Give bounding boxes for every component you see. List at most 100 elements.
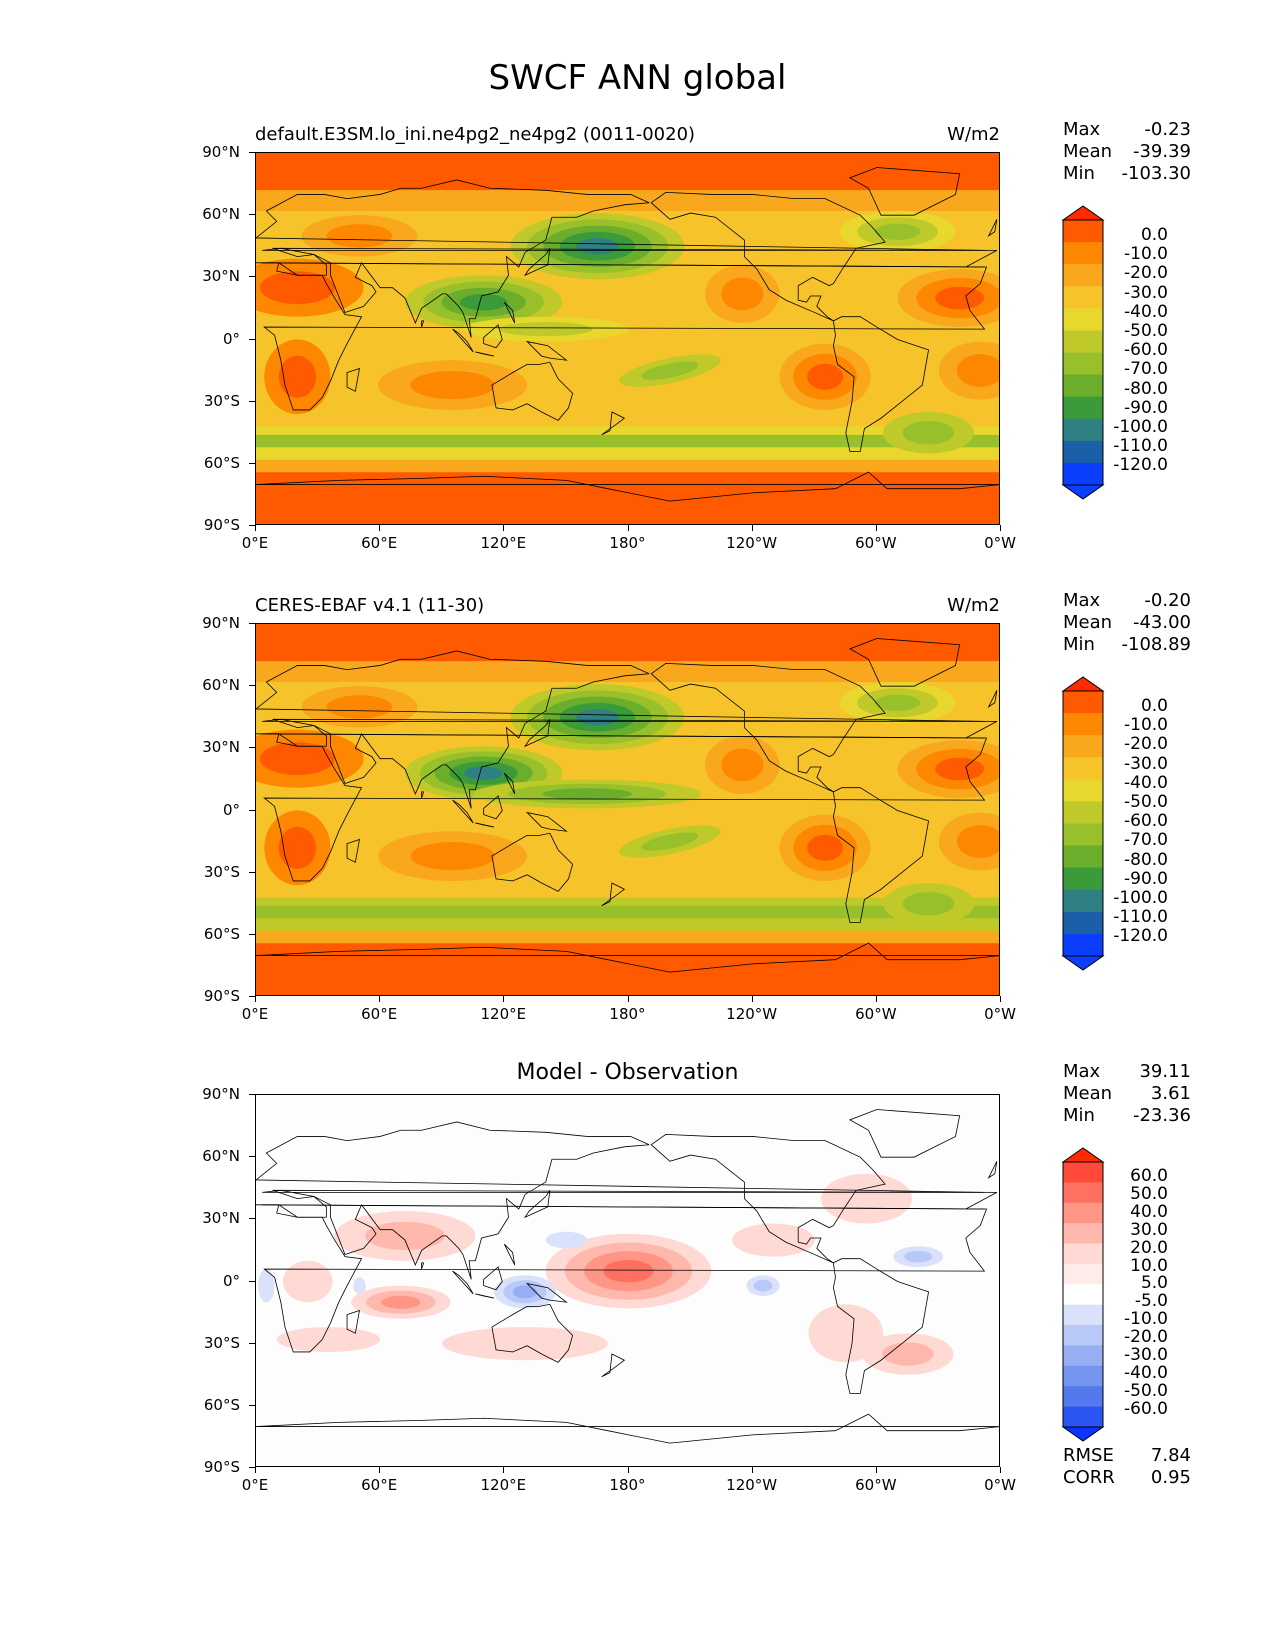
colorbar-tick-label: 5.0 bbox=[1140, 1273, 1168, 1294]
coastline bbox=[475, 822, 495, 828]
colorbar-tick-label: -90.0 bbox=[1124, 397, 1168, 418]
field-contour bbox=[459, 294, 508, 311]
lat-tick bbox=[249, 1342, 255, 1344]
stat-row: Max -0.20 bbox=[1063, 590, 1191, 612]
field-contour bbox=[278, 355, 317, 398]
colorbar-segment bbox=[1063, 1263, 1103, 1285]
colorbar-tick-label: -70.0 bbox=[1124, 830, 1168, 851]
colorbar-tick-label: 10.0 bbox=[1130, 1255, 1168, 1276]
lat-tick-label: 90°N bbox=[202, 614, 240, 632]
colorbar-segment bbox=[1063, 1406, 1103, 1428]
lat-tick-label: 0° bbox=[222, 1271, 240, 1290]
coastline bbox=[421, 791, 425, 799]
colorbar-extend-top bbox=[1061, 205, 1105, 221]
field-contour bbox=[276, 1327, 381, 1352]
lat-tick-label: 0° bbox=[222, 800, 240, 819]
stat-value: -108.89 bbox=[1121, 634, 1191, 655]
lon-tick bbox=[503, 1467, 505, 1473]
lon-tick-label: 0°E bbox=[241, 1476, 269, 1494]
colorbar-extend-top bbox=[1061, 676, 1105, 692]
field-contour bbox=[874, 223, 921, 240]
lon-tick bbox=[379, 525, 381, 531]
field-contour bbox=[902, 892, 955, 916]
coastline bbox=[256, 179, 985, 338]
lon-tick bbox=[751, 1467, 753, 1473]
colorbar-tick-label: 40.0 bbox=[1130, 1201, 1168, 1222]
field-band bbox=[256, 472, 999, 524]
lat-tick-label: 60°N bbox=[202, 1147, 240, 1166]
colorbar-tick-label: -50.0 bbox=[1124, 1380, 1168, 1401]
colorbar-extend-bottom bbox=[1061, 1426, 1105, 1442]
field-band bbox=[256, 153, 999, 191]
lat-tick bbox=[249, 525, 255, 526]
coastline bbox=[848, 167, 961, 216]
field-contour bbox=[576, 238, 619, 255]
lat-tick bbox=[249, 623, 255, 624]
metric-label: RMSE bbox=[1063, 1445, 1114, 1466]
colorbar-segment bbox=[1063, 757, 1103, 780]
lon-tick bbox=[875, 1467, 877, 1473]
stat-row: Mean -39.39 bbox=[1063, 141, 1191, 163]
lat-tick-label: 90°S bbox=[203, 987, 240, 1005]
colorbar-labels: 0.0 -10.0 -20.0 -30.0 -40.0 -50.0 -60.0 -70.0 -8… bbox=[1108, 696, 1168, 947]
lat-tick bbox=[249, 1156, 255, 1158]
lat-tick bbox=[249, 152, 255, 153]
lon-tick bbox=[255, 525, 256, 531]
colorbar-tick-label: 50.0 bbox=[1130, 1183, 1168, 1204]
coastline bbox=[256, 650, 985, 809]
lon-tick-label: 0°E bbox=[241, 1005, 269, 1023]
field-contour bbox=[498, 322, 593, 337]
lon-tick bbox=[627, 525, 629, 531]
colorbar-tick-label: -10.0 bbox=[1124, 715, 1168, 736]
coastline bbox=[987, 1161, 998, 1180]
lon-tick-label: 180° bbox=[609, 1476, 646, 1494]
lat-tick-label: 60°S bbox=[203, 453, 240, 472]
coastline bbox=[421, 1262, 425, 1270]
colorbar bbox=[1061, 205, 1105, 500]
stat-label: Min bbox=[1063, 163, 1095, 184]
field-band bbox=[256, 661, 999, 683]
lon-tick bbox=[751, 525, 753, 531]
panel-left-title: default.E3SM.lo_ini.ne4pg2_ne4pg2 (0011-… bbox=[255, 124, 696, 145]
field-contour bbox=[442, 1327, 608, 1361]
colorbar-segment bbox=[1063, 801, 1103, 824]
map-field bbox=[256, 153, 999, 524]
lat-tick-label: 90°N bbox=[202, 1085, 240, 1103]
figure-title: SWCF ANN global bbox=[488, 58, 787, 98]
lat-tick bbox=[249, 1218, 255, 1220]
field-contour bbox=[259, 271, 335, 305]
colorbar-tick-label: -120.0 bbox=[1113, 926, 1168, 947]
colorbar-tick-label: -20.0 bbox=[1124, 1327, 1168, 1348]
field-contour bbox=[820, 1173, 913, 1224]
metric-value: 0.95 bbox=[1150, 1467, 1191, 1488]
coastline bbox=[503, 301, 516, 324]
colorbar-tick-label: 60.0 bbox=[1130, 1166, 1168, 1186]
lon-tick-label: 0°W bbox=[984, 534, 1016, 552]
coastline bbox=[483, 324, 503, 349]
stat-label: Mean bbox=[1063, 612, 1113, 633]
lat-tick bbox=[249, 685, 255, 687]
field-contour bbox=[731, 1223, 815, 1257]
colorbar-segment bbox=[1063, 867, 1103, 891]
colorbar-segment bbox=[1063, 396, 1103, 420]
lat-tick bbox=[249, 809, 255, 811]
coastline bbox=[525, 811, 568, 832]
field-contour bbox=[258, 1269, 275, 1303]
lat-tick-label: 90°N bbox=[202, 143, 240, 161]
lat-tick bbox=[249, 338, 255, 340]
coastline bbox=[601, 882, 626, 907]
coastline bbox=[452, 1270, 474, 1295]
lat-tick-label: 30°S bbox=[203, 862, 240, 881]
coastline bbox=[491, 1303, 574, 1363]
lat-tick bbox=[249, 996, 255, 997]
colorbar-segment bbox=[1063, 330, 1103, 353]
field-contour bbox=[753, 1279, 773, 1292]
coastline bbox=[491, 361, 574, 421]
colorbar-segment bbox=[1063, 418, 1103, 442]
coastline bbox=[452, 328, 474, 353]
field-contour bbox=[278, 826, 317, 869]
lat-tick-label: 30°S bbox=[203, 391, 240, 410]
colorbar-segment bbox=[1063, 933, 1103, 957]
coastline bbox=[421, 320, 425, 328]
coastline bbox=[987, 219, 998, 238]
